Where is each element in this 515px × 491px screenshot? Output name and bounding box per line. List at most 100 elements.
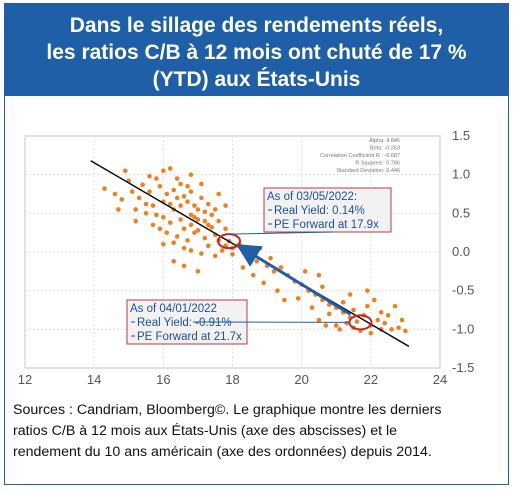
data-point bbox=[181, 263, 187, 269]
data-point bbox=[192, 214, 197, 220]
annotation-may-yield: Real Yield: 0.14% bbox=[274, 205, 365, 217]
data-point bbox=[178, 217, 183, 222]
data-point bbox=[309, 305, 315, 310]
data-point bbox=[174, 195, 180, 201]
data-point bbox=[295, 296, 301, 301]
title-line-1: Dans le sillage des rendements réels, bbox=[69, 14, 444, 37]
data-point bbox=[178, 181, 183, 187]
data-point bbox=[240, 265, 246, 270]
data-point bbox=[403, 328, 408, 334]
data-point bbox=[188, 248, 194, 253]
data-point bbox=[209, 212, 215, 218]
data-point bbox=[378, 310, 384, 315]
data-point bbox=[365, 303, 370, 309]
data-point bbox=[195, 269, 201, 274]
regression-stat: Alpha: 4.846 bbox=[369, 138, 400, 144]
data-point bbox=[347, 292, 353, 297]
data-point bbox=[102, 186, 107, 191]
data-point bbox=[161, 241, 166, 247]
y-tick-label: -1.5 bbox=[452, 360, 474, 375]
data-point bbox=[181, 226, 187, 232]
data-point bbox=[178, 203, 183, 208]
data-point bbox=[199, 251, 204, 256]
annotation-jan-yield: Real Yield: -0.91% bbox=[137, 317, 232, 329]
data-point bbox=[205, 222, 211, 228]
data-point bbox=[205, 243, 211, 249]
regression-stat: Correlation Coefficient R : -0.687 bbox=[320, 153, 400, 159]
data-point bbox=[195, 228, 201, 233]
y-tick-label: 1.0 bbox=[452, 167, 470, 182]
data-point bbox=[147, 173, 152, 179]
source-caption: Sources : Candriam, Bloomberg©. Le graph… bbox=[13, 400, 503, 463]
data-point bbox=[212, 253, 218, 259]
data-point bbox=[122, 168, 128, 174]
data-point bbox=[119, 197, 125, 202]
data-point bbox=[164, 191, 170, 197]
figure-frame: Dans le sillage des rendements réels, le… bbox=[4, 3, 509, 485]
annotation-jan-pe: PE Forward at 21.7x bbox=[137, 331, 242, 343]
highlight-circle-jan bbox=[348, 314, 373, 331]
data-point bbox=[327, 311, 332, 317]
annotation-may-pe: PE Forward at 17.9x bbox=[274, 219, 379, 231]
x-tick-label: 12 bbox=[18, 372, 32, 387]
data-point bbox=[278, 265, 284, 270]
data-point bbox=[147, 189, 152, 194]
data-point bbox=[323, 323, 329, 328]
x-tick-label: 22 bbox=[364, 372, 378, 387]
data-point bbox=[268, 255, 273, 261]
data-point bbox=[167, 220, 173, 225]
data-point bbox=[133, 218, 138, 224]
data-point bbox=[150, 222, 156, 228]
annotation-may-head: As of 03/05/2022: bbox=[267, 191, 357, 203]
data-point bbox=[143, 211, 149, 216]
data-point bbox=[192, 203, 197, 208]
caption-line-3: rendement du 10 ans américain (axe des o… bbox=[13, 444, 432, 460]
data-point bbox=[188, 189, 194, 194]
data-point bbox=[171, 187, 177, 193]
data-point bbox=[202, 235, 208, 241]
data-point bbox=[150, 203, 156, 208]
data-point bbox=[351, 307, 356, 313]
data-point bbox=[154, 212, 159, 218]
x-tick-label: 14 bbox=[87, 372, 101, 387]
data-point bbox=[257, 245, 263, 251]
data-point bbox=[188, 212, 194, 218]
data-point bbox=[261, 280, 266, 286]
data-point bbox=[181, 245, 187, 251]
data-point bbox=[230, 252, 235, 257]
x-tick-label: 24 bbox=[433, 372, 447, 387]
data-point bbox=[116, 207, 121, 212]
data-point bbox=[154, 176, 159, 181]
x-tick-label: 16 bbox=[156, 372, 170, 387]
annotation-may-box bbox=[263, 187, 392, 233]
data-point bbox=[195, 217, 201, 222]
data-point bbox=[354, 319, 360, 324]
data-point bbox=[181, 194, 187, 199]
data-point bbox=[192, 230, 197, 235]
regression-stat: Standard Deviation: 0.446 bbox=[336, 168, 400, 174]
data-point bbox=[161, 214, 166, 220]
data-point bbox=[157, 183, 163, 189]
title-line-3: (YTD) aux États-Unis bbox=[152, 68, 361, 91]
data-point bbox=[112, 191, 118, 197]
data-point bbox=[385, 313, 391, 318]
y-tick-label: 0.0 bbox=[452, 244, 470, 259]
data-point bbox=[223, 203, 228, 208]
data-point bbox=[129, 189, 135, 194]
data-point bbox=[202, 218, 208, 224]
data-point bbox=[302, 269, 308, 274]
data-point bbox=[399, 317, 405, 323]
data-point bbox=[195, 207, 201, 212]
data-point bbox=[161, 168, 166, 174]
data-point bbox=[185, 183, 190, 189]
data-point bbox=[167, 166, 173, 171]
data-point bbox=[219, 248, 225, 253]
data-point bbox=[205, 201, 211, 207]
data-point bbox=[185, 238, 190, 243]
data-point bbox=[223, 226, 228, 232]
data-point bbox=[396, 325, 401, 331]
data-point bbox=[164, 230, 170, 235]
data-point bbox=[171, 258, 177, 264]
data-point bbox=[344, 320, 349, 326]
data-point bbox=[216, 218, 221, 224]
